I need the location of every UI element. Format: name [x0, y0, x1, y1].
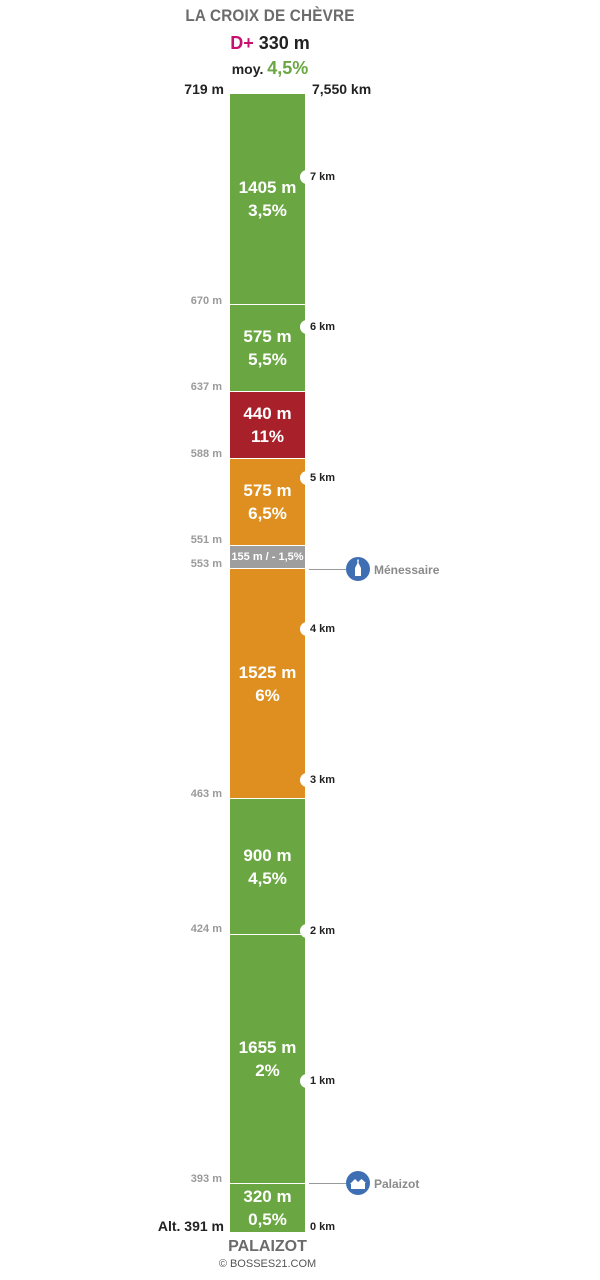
- km-marker-dot: [300, 471, 314, 485]
- total-distance: 7,550 km: [312, 81, 372, 97]
- km-marker-label: 3 km: [310, 774, 336, 786]
- average-grade: moy. 4,5%: [0, 58, 540, 79]
- church-icon: [346, 557, 370, 581]
- segment-length: 1655 m: [238, 1038, 297, 1057]
- start-location: PALAIZOT: [228, 1238, 307, 1255]
- km-marker-dot: [300, 1074, 314, 1088]
- credit: © BOSSES21.COM: [218, 1258, 317, 1270]
- altitude-label: 588 m: [190, 448, 222, 460]
- poi-label: Ménessaire: [374, 563, 440, 577]
- segment: 440 m 11%: [230, 392, 305, 458]
- altitude-label: 393 m: [190, 1173, 222, 1185]
- segment: 320 m 0,5%: [230, 1184, 305, 1232]
- segment: 1655 m 2%: [230, 935, 305, 1183]
- segment-length: 900 m: [243, 845, 292, 865]
- dplus-value: 330 m: [258, 33, 310, 53]
- km-marker-label: 1 km: [310, 1075, 336, 1087]
- altitude-label: 670 m: [190, 295, 222, 307]
- segment: 1405 m 3,5%: [230, 94, 305, 304]
- km-marker-dot: [300, 773, 314, 787]
- km-marker-dot: [300, 170, 314, 184]
- avg-value: 4,5%: [267, 58, 309, 78]
- km-marker-dot: [300, 924, 314, 938]
- segment: 575 m 6,5%: [230, 459, 305, 545]
- segment-length: 320 m: [243, 1187, 292, 1206]
- km-marker-label: 2 km: [310, 925, 336, 937]
- segment-grade: 0,5%: [248, 1210, 287, 1229]
- segment: 900 m 4,5%: [230, 799, 305, 934]
- start-km: 0 km: [310, 1221, 336, 1233]
- altitude-label: 551 m: [190, 534, 222, 546]
- altitude-label: 553 m: [190, 558, 222, 570]
- segment-descent: 155 m / - 1,5%: [230, 546, 305, 568]
- segment-length: 1405 m: [238, 178, 297, 197]
- km-marker-label: 6 km: [310, 321, 336, 333]
- elevation-gain: D+ 330 m: [0, 33, 540, 54]
- segment-length: 155 m / - 1,5%: [231, 551, 304, 563]
- segment-length: 575 m: [243, 481, 292, 500]
- segment-grade: 3,5%: [248, 201, 287, 220]
- segment-length: 1525 m: [238, 662, 297, 682]
- segment-length: 575 m: [243, 327, 292, 346]
- poi-leader-line: [309, 1183, 346, 1184]
- poi-leader-line: [309, 569, 346, 570]
- segment-grade: 11%: [250, 427, 285, 446]
- altitude-label: 463 m: [190, 788, 222, 800]
- segment-grade: 2%: [255, 1061, 280, 1080]
- avg-label: moy.: [231, 61, 264, 77]
- segment: 1525 m 6%: [230, 569, 305, 798]
- segment: 575 m 5,5%: [230, 305, 305, 391]
- climb-title: LA CROIX DE CHÈVRE: [185, 6, 355, 25]
- start-altitude: Alt. 391 m: [157, 1218, 224, 1234]
- km-marker-label: 5 km: [310, 472, 336, 484]
- dplus-label: D+: [230, 33, 254, 53]
- km-marker-label: 4 km: [310, 623, 336, 635]
- altitude-label: 637 m: [190, 381, 222, 393]
- segment-length: 440 m: [243, 404, 292, 423]
- segment-grade: 6,5%: [248, 504, 287, 523]
- poi-label: Palaizot: [374, 1177, 420, 1191]
- km-marker-dot: [300, 622, 314, 636]
- segment-grade: 6%: [255, 685, 280, 705]
- segment-grade: 4,5%: [248, 868, 287, 888]
- segment-grade: 5,5%: [248, 350, 287, 369]
- km-marker-label: 7 km: [310, 171, 336, 183]
- summit-altitude: 719 m: [184, 81, 224, 97]
- altitude-label: 424 m: [190, 923, 222, 935]
- km-marker-dot: [300, 320, 314, 334]
- village-icon: [346, 1171, 370, 1195]
